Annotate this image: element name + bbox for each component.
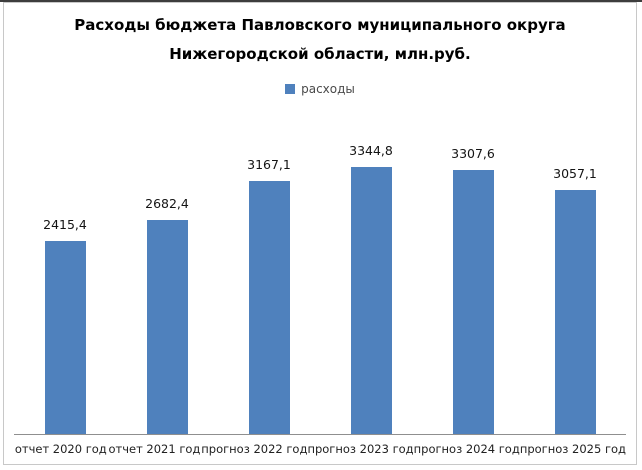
bar-value-label: 3167,1 (247, 157, 291, 172)
chart-frame: Расходы бюджета Павловского муниципально… (3, 2, 637, 465)
legend: расходы (4, 82, 636, 96)
legend-series-label: расходы (301, 82, 355, 96)
chart-title: Расходы бюджета Павловского муниципально… (4, 11, 636, 69)
category-label: прогноз 2024 год (413, 442, 520, 456)
bar-value-label: 2682,4 (145, 196, 189, 211)
bar-value-label: 3057,1 (553, 166, 597, 181)
chart-title-line1: Расходы бюджета Павловского муниципально… (74, 16, 566, 34)
category-label: отчет 2020 год (14, 442, 107, 456)
category-label: прогноз 2022 год (201, 442, 308, 456)
category-label: прогноз 2025 год (519, 442, 626, 456)
chart-title-line2: Нижегородской области, млн.руб. (169, 45, 471, 63)
category-label: прогноз 2023 год (307, 442, 414, 456)
bar (350, 167, 392, 434)
plot-area: 2415,4 2682,4 3167,1 3344,8 3307,6 3057,1 (14, 96, 626, 435)
bar (452, 170, 494, 434)
bar-group: 3307,6 (422, 146, 524, 434)
bar (44, 241, 86, 434)
bar-group: 3167,1 (218, 157, 320, 434)
legend-marker-square (285, 84, 296, 94)
bar-value-label: 3344,8 (349, 143, 393, 158)
bar (554, 190, 596, 434)
bar-group: 2682,4 (116, 196, 218, 434)
bar-value-label: 2415,4 (43, 217, 87, 232)
bar (248, 181, 290, 434)
bar-group: 3057,1 (524, 166, 626, 434)
window-top-edge (0, 0, 642, 2)
category-axis: отчет 2020 год отчет 2021 год прогноз 2022… (14, 435, 626, 464)
bar-value-label: 3307,6 (451, 146, 495, 161)
bar (146, 220, 188, 434)
bar-group: 2415,4 (14, 217, 116, 434)
bar-group: 3344,8 (320, 143, 422, 434)
category-label: отчет 2021 год (108, 442, 201, 456)
bars-row: 2415,4 2682,4 3167,1 3344,8 3307,6 3057,1 (14, 96, 626, 434)
